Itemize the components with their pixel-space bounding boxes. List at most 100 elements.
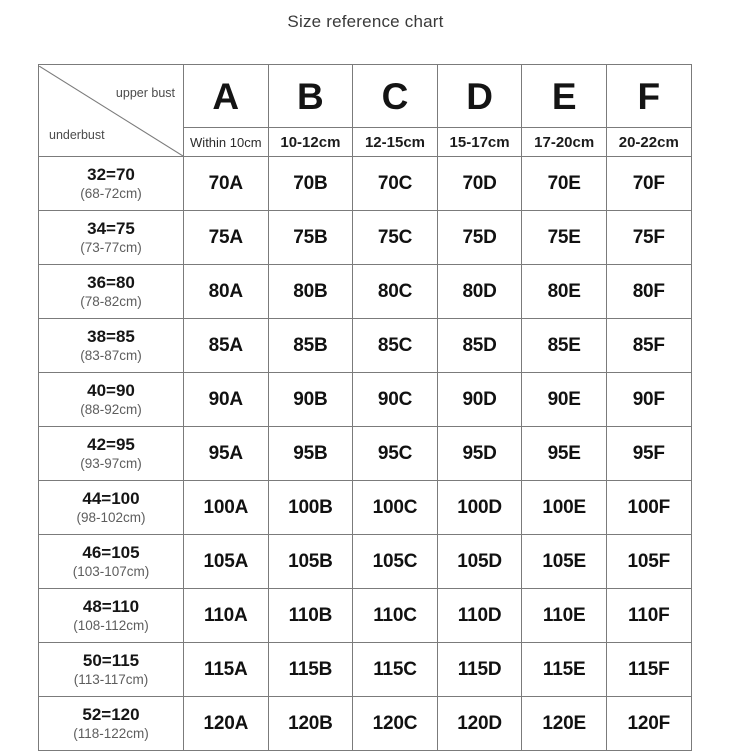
size-cell: 85F bbox=[605, 318, 692, 373]
size-cell: 120D bbox=[436, 696, 523, 751]
size-cell: 120B bbox=[267, 696, 354, 751]
size-cell: 110D bbox=[436, 588, 523, 643]
underbust-row-label: 44=100 (98-102cm) bbox=[38, 480, 184, 535]
band-size-value: 50=115 bbox=[82, 651, 140, 671]
band-size-value: 38=85 bbox=[87, 327, 135, 347]
band-size-value: 40=90 bbox=[87, 381, 135, 401]
table-row: 32=70 (68-72cm) 70A 70B 70C 70D 70E 70F bbox=[38, 156, 692, 211]
size-cell: 85D bbox=[436, 318, 523, 373]
size-cell: 100B bbox=[267, 480, 354, 535]
band-range-value: (103-107cm) bbox=[72, 564, 150, 580]
size-cell: 115A bbox=[183, 642, 269, 697]
size-cell: 115B bbox=[267, 642, 354, 697]
size-cell: 105C bbox=[352, 534, 438, 589]
band-range-value: (93-97cm) bbox=[80, 456, 142, 472]
size-cell: 110B bbox=[267, 588, 354, 643]
size-cell: 110A bbox=[183, 588, 269, 643]
size-cell: 110F bbox=[605, 588, 692, 643]
table-header-row-cups: upper bust underbust A B C D E F bbox=[38, 64, 692, 157]
size-cell: 95C bbox=[352, 426, 438, 481]
underbust-row-label: 34=75 (73-77cm) bbox=[38, 210, 184, 265]
band-range-value: (108-112cm) bbox=[73, 618, 149, 634]
underbust-label: underbust bbox=[49, 127, 105, 142]
size-cell: 90E bbox=[521, 372, 607, 427]
band-range-value: (118-122cm) bbox=[73, 726, 149, 742]
size-reference-table: upper bust underbust A B C D E F Within 10cm 10-1… bbox=[38, 64, 692, 751]
size-cell: 100F bbox=[605, 480, 692, 535]
size-cell: 70B bbox=[267, 156, 354, 211]
size-cell: 120F bbox=[605, 696, 692, 751]
size-cell: 110E bbox=[521, 588, 607, 643]
size-cell: 90F bbox=[605, 372, 692, 427]
size-cell: 115F bbox=[605, 642, 692, 697]
table-row: 46=105 (103-107cm) 105A 105B 105C 105D 105E 105… bbox=[38, 534, 692, 589]
table-row: 52=120 (118-122cm) 120A 120B 120C 120D 120E 120… bbox=[38, 696, 692, 751]
corner-axis-cell: upper bust underbust bbox=[38, 64, 184, 157]
size-cell: 85A bbox=[183, 318, 269, 373]
size-cell: 105D bbox=[436, 534, 523, 589]
underbust-row-label: 36=80 (78-82cm) bbox=[38, 264, 184, 319]
size-cell: 70F bbox=[605, 156, 692, 211]
size-cell: 105F bbox=[605, 534, 692, 589]
underbust-row-label: 52=120 (118-122cm) bbox=[38, 696, 184, 751]
band-size-value: 36=80 bbox=[87, 273, 135, 293]
cup-range-header-e: 17-20cm bbox=[521, 127, 607, 157]
size-cell: 75F bbox=[605, 210, 692, 265]
underbust-row-label: 32=70 (68-72cm) bbox=[38, 156, 184, 211]
cup-header-e: E bbox=[521, 64, 607, 128]
size-reference-table-container: upper bust underbust A B C D E F Within 10cm 10-1… bbox=[38, 64, 692, 751]
cup-header-b: B bbox=[267, 64, 354, 128]
table-row: 50=115 (113-117cm) 115A 115B 115C 115D 115E 115… bbox=[38, 642, 692, 697]
size-cell: 105A bbox=[183, 534, 269, 589]
size-cell: 85B bbox=[267, 318, 354, 373]
table-row: 36=80 (78-82cm) 80A 80B 80C 80D 80E 80F bbox=[38, 264, 692, 319]
band-size-value: 44=100 bbox=[82, 489, 140, 509]
size-cell: 80B bbox=[267, 264, 354, 319]
band-size-value: 34=75 bbox=[87, 219, 135, 239]
band-size-value: 42=95 bbox=[87, 435, 135, 455]
size-cell: 95E bbox=[521, 426, 607, 481]
size-cell: 120A bbox=[183, 696, 269, 751]
table-row: 40=90 (88-92cm) 90A 90B 90C 90D 90E 90F bbox=[38, 372, 692, 427]
table-row: 44=100 (98-102cm) 100A 100B 100C 100D 100E 100F bbox=[38, 480, 692, 535]
size-cell: 115D bbox=[436, 642, 523, 697]
table-row: 38=85 (83-87cm) 85A 85B 85C 85D 85E 85F bbox=[38, 318, 692, 373]
size-cell: 95A bbox=[183, 426, 269, 481]
cup-range-header-c: 12-15cm bbox=[352, 127, 438, 157]
cup-header-f: F bbox=[605, 64, 692, 128]
cup-range-header-a: Within 10cm bbox=[183, 127, 269, 157]
size-cell: 95B bbox=[267, 426, 354, 481]
size-cell: 75B bbox=[267, 210, 354, 265]
upper-bust-label: upper bust bbox=[115, 85, 175, 100]
cup-range-header-d: 15-17cm bbox=[436, 127, 523, 157]
cup-header-d: D bbox=[436, 64, 523, 128]
size-cell: 85E bbox=[521, 318, 607, 373]
size-cell: 80A bbox=[183, 264, 269, 319]
size-cell: 70C bbox=[352, 156, 438, 211]
cup-range-header-f: 20-22cm bbox=[605, 127, 692, 157]
diagonal-divider-icon bbox=[39, 65, 183, 156]
band-range-value: (88-92cm) bbox=[80, 402, 142, 418]
size-cell: 80E bbox=[521, 264, 607, 319]
size-cell: 100C bbox=[352, 480, 438, 535]
size-cell: 80C bbox=[352, 264, 438, 319]
band-size-value: 48=110 bbox=[82, 597, 140, 617]
size-cell: 75D bbox=[436, 210, 523, 265]
band-size-value: 46=105 bbox=[82, 543, 140, 563]
size-cell: 80D bbox=[436, 264, 523, 319]
size-cell: 95D bbox=[436, 426, 523, 481]
band-range-value: (78-82cm) bbox=[80, 294, 142, 310]
size-cell: 70A bbox=[183, 156, 269, 211]
size-cell: 95F bbox=[605, 426, 692, 481]
cup-header-a: A bbox=[183, 64, 269, 128]
underbust-row-label: 38=85 (83-87cm) bbox=[38, 318, 184, 373]
size-cell: 105E bbox=[521, 534, 607, 589]
band-size-value: 32=70 bbox=[87, 165, 135, 185]
size-cell: 105B bbox=[267, 534, 354, 589]
corner-inner: upper bust underbust bbox=[39, 65, 183, 156]
size-cell: 90C bbox=[352, 372, 438, 427]
cup-header-c: C bbox=[352, 64, 438, 128]
underbust-row-label: 48=110 (108-112cm) bbox=[38, 588, 184, 643]
size-cell: 100D bbox=[436, 480, 523, 535]
